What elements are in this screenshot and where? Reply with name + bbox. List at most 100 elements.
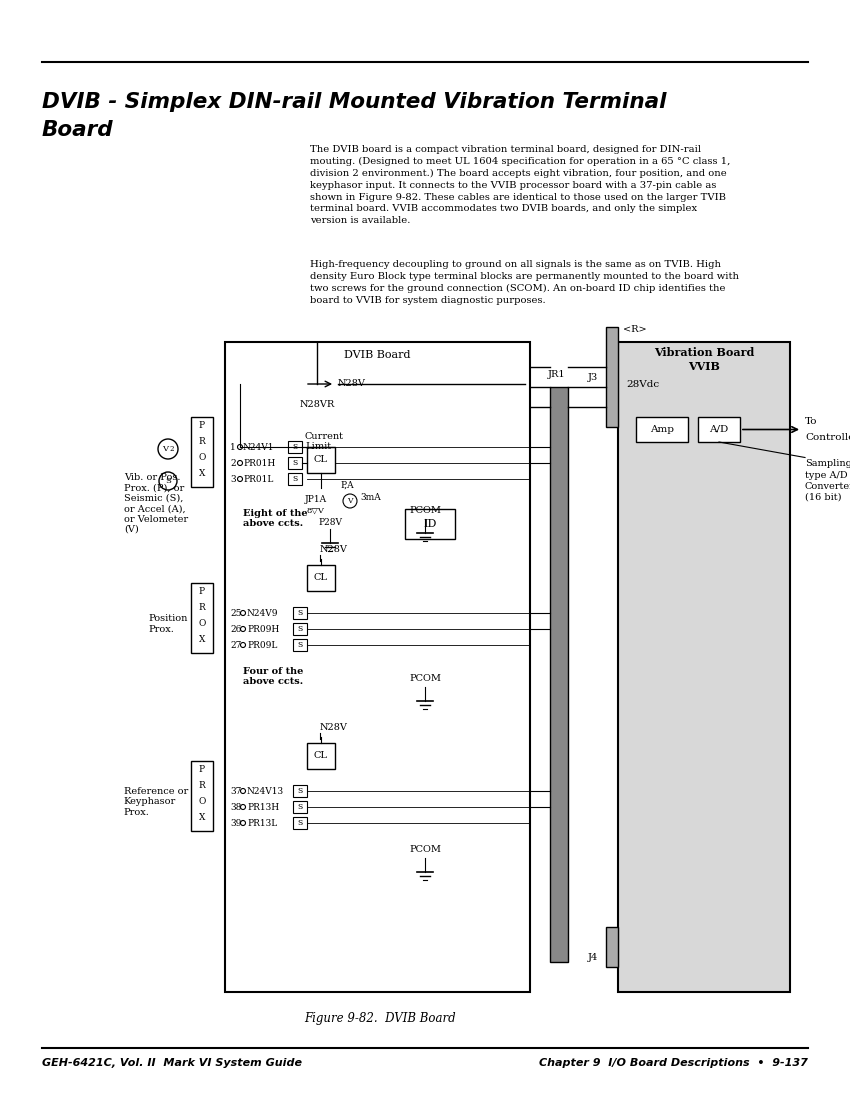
- Bar: [293, 607, 307, 619]
- Text: 3: 3: [230, 474, 235, 484]
- Text: N28VR: N28VR: [300, 400, 335, 409]
- Text: X: X: [199, 813, 205, 822]
- Text: PR13H: PR13H: [247, 803, 279, 812]
- Text: PCOM: PCOM: [409, 506, 441, 515]
- Text: 38: 38: [230, 803, 241, 812]
- Text: V: V: [348, 497, 353, 505]
- Text: O: O: [198, 796, 206, 805]
- Bar: [636, 417, 688, 442]
- Text: S: S: [298, 609, 303, 617]
- Text: S: S: [165, 477, 171, 485]
- Text: CL: CL: [314, 751, 328, 760]
- Text: J3: J3: [587, 373, 598, 382]
- Text: JP1A: JP1A: [305, 495, 327, 504]
- Text: The DVIB board is a compact vibration terminal board, designed for DIN-rail
mout: The DVIB board is a compact vibration te…: [310, 145, 730, 226]
- Text: 3mA: 3mA: [360, 494, 381, 503]
- Bar: [307, 565, 335, 591]
- Bar: [606, 927, 618, 967]
- Bar: [606, 327, 618, 427]
- Text: R: R: [199, 603, 206, 612]
- Text: 28Vdc: 28Vdc: [626, 379, 659, 389]
- Text: S: S: [292, 475, 298, 483]
- Bar: [550, 387, 568, 962]
- Text: V: V: [162, 446, 168, 453]
- Text: PCOM: PCOM: [409, 674, 441, 683]
- Text: Vib. or Pos.
Prox. (P), or
Seismic (S),
or Accel (A),
or Velometer
(V): Vib. or Pos. Prox. (P), or Seismic (S), …: [124, 473, 188, 534]
- Text: <R>: <R>: [623, 324, 647, 334]
- Bar: [288, 456, 302, 469]
- Circle shape: [237, 461, 242, 465]
- Text: N24V1: N24V1: [243, 442, 275, 451]
- Bar: [191, 417, 213, 487]
- Circle shape: [241, 627, 246, 631]
- Text: VVIB: VVIB: [688, 361, 720, 372]
- Text: P: P: [199, 420, 205, 429]
- Text: S: S: [292, 459, 298, 468]
- Circle shape: [237, 444, 242, 450]
- Text: R: R: [199, 781, 206, 790]
- Text: 2: 2: [170, 446, 174, 453]
- Text: 27: 27: [230, 640, 241, 649]
- Text: 39: 39: [230, 818, 241, 827]
- Text: Chapter 9  I/O Board Descriptions  •  9-137: Chapter 9 I/O Board Descriptions • 9-137: [539, 1058, 808, 1068]
- Circle shape: [241, 642, 246, 648]
- Bar: [618, 342, 790, 992]
- Text: X: X: [199, 635, 205, 643]
- Bar: [307, 742, 335, 769]
- Text: 37: 37: [230, 786, 241, 795]
- Text: O: O: [198, 618, 206, 627]
- Text: To: To: [805, 417, 818, 426]
- Text: N28V: N28V: [338, 379, 366, 388]
- Circle shape: [241, 821, 246, 825]
- Text: Board: Board: [42, 120, 114, 140]
- Text: R: R: [199, 437, 206, 446]
- Text: Vibration Board: Vibration Board: [654, 346, 754, 358]
- Text: Figure 9-82.  DVIB Board: Figure 9-82. DVIB Board: [304, 1012, 456, 1025]
- Text: S: S: [298, 641, 303, 649]
- Text: PR01L: PR01L: [243, 474, 274, 484]
- Text: 1: 1: [230, 442, 235, 451]
- Bar: [698, 417, 740, 442]
- Text: Current
Limit: Current Limit: [305, 432, 344, 451]
- Text: DVIB Board: DVIB Board: [344, 350, 411, 360]
- Bar: [293, 817, 307, 829]
- Circle shape: [241, 804, 246, 810]
- Text: N24V13: N24V13: [247, 786, 284, 795]
- Bar: [293, 785, 307, 798]
- Text: N28V: N28V: [320, 723, 348, 732]
- Text: ID: ID: [423, 519, 437, 529]
- Text: A/D: A/D: [710, 425, 728, 435]
- Bar: [225, 342, 530, 992]
- Bar: [191, 761, 213, 830]
- Text: PCOM: PCOM: [409, 845, 441, 854]
- Text: P: P: [199, 764, 205, 773]
- Text: CL: CL: [314, 573, 328, 583]
- Text: S: S: [298, 625, 303, 632]
- Text: 26: 26: [230, 625, 241, 634]
- Text: CL: CL: [314, 455, 328, 464]
- Text: O: O: [198, 452, 206, 462]
- Text: Amp: Amp: [650, 425, 674, 435]
- Bar: [288, 473, 302, 485]
- Text: P,A: P,A: [340, 481, 354, 490]
- Text: P28V: P28V: [318, 518, 342, 527]
- Text: 25: 25: [230, 608, 241, 617]
- Text: PR01H: PR01H: [243, 459, 275, 468]
- Text: Eight of the
above ccts.: Eight of the above ccts.: [243, 509, 308, 528]
- Text: P: P: [199, 586, 205, 595]
- Text: Controller: Controller: [805, 433, 850, 442]
- Text: Reference or
Keyphasor
Prox.: Reference or Keyphasor Prox.: [124, 788, 188, 817]
- Bar: [288, 441, 302, 453]
- Bar: [191, 583, 213, 653]
- Text: S: S: [298, 820, 303, 827]
- Text: Position
Prox.: Position Prox.: [149, 614, 188, 634]
- Bar: [293, 623, 307, 635]
- Text: PR09L: PR09L: [247, 640, 277, 649]
- Text: S: S: [298, 803, 303, 811]
- Text: PR09H: PR09H: [247, 625, 280, 634]
- Text: PR13L: PR13L: [247, 818, 277, 827]
- Text: N24V9: N24V9: [247, 608, 279, 617]
- Text: GEH-6421C, Vol. II  Mark VI System Guide: GEH-6421C, Vol. II Mark VI System Guide: [42, 1058, 302, 1068]
- Circle shape: [237, 476, 242, 482]
- Text: High-frequency decoupling to ground on all signals is the same as on TVIB. High
: High-frequency decoupling to ground on a…: [310, 260, 739, 305]
